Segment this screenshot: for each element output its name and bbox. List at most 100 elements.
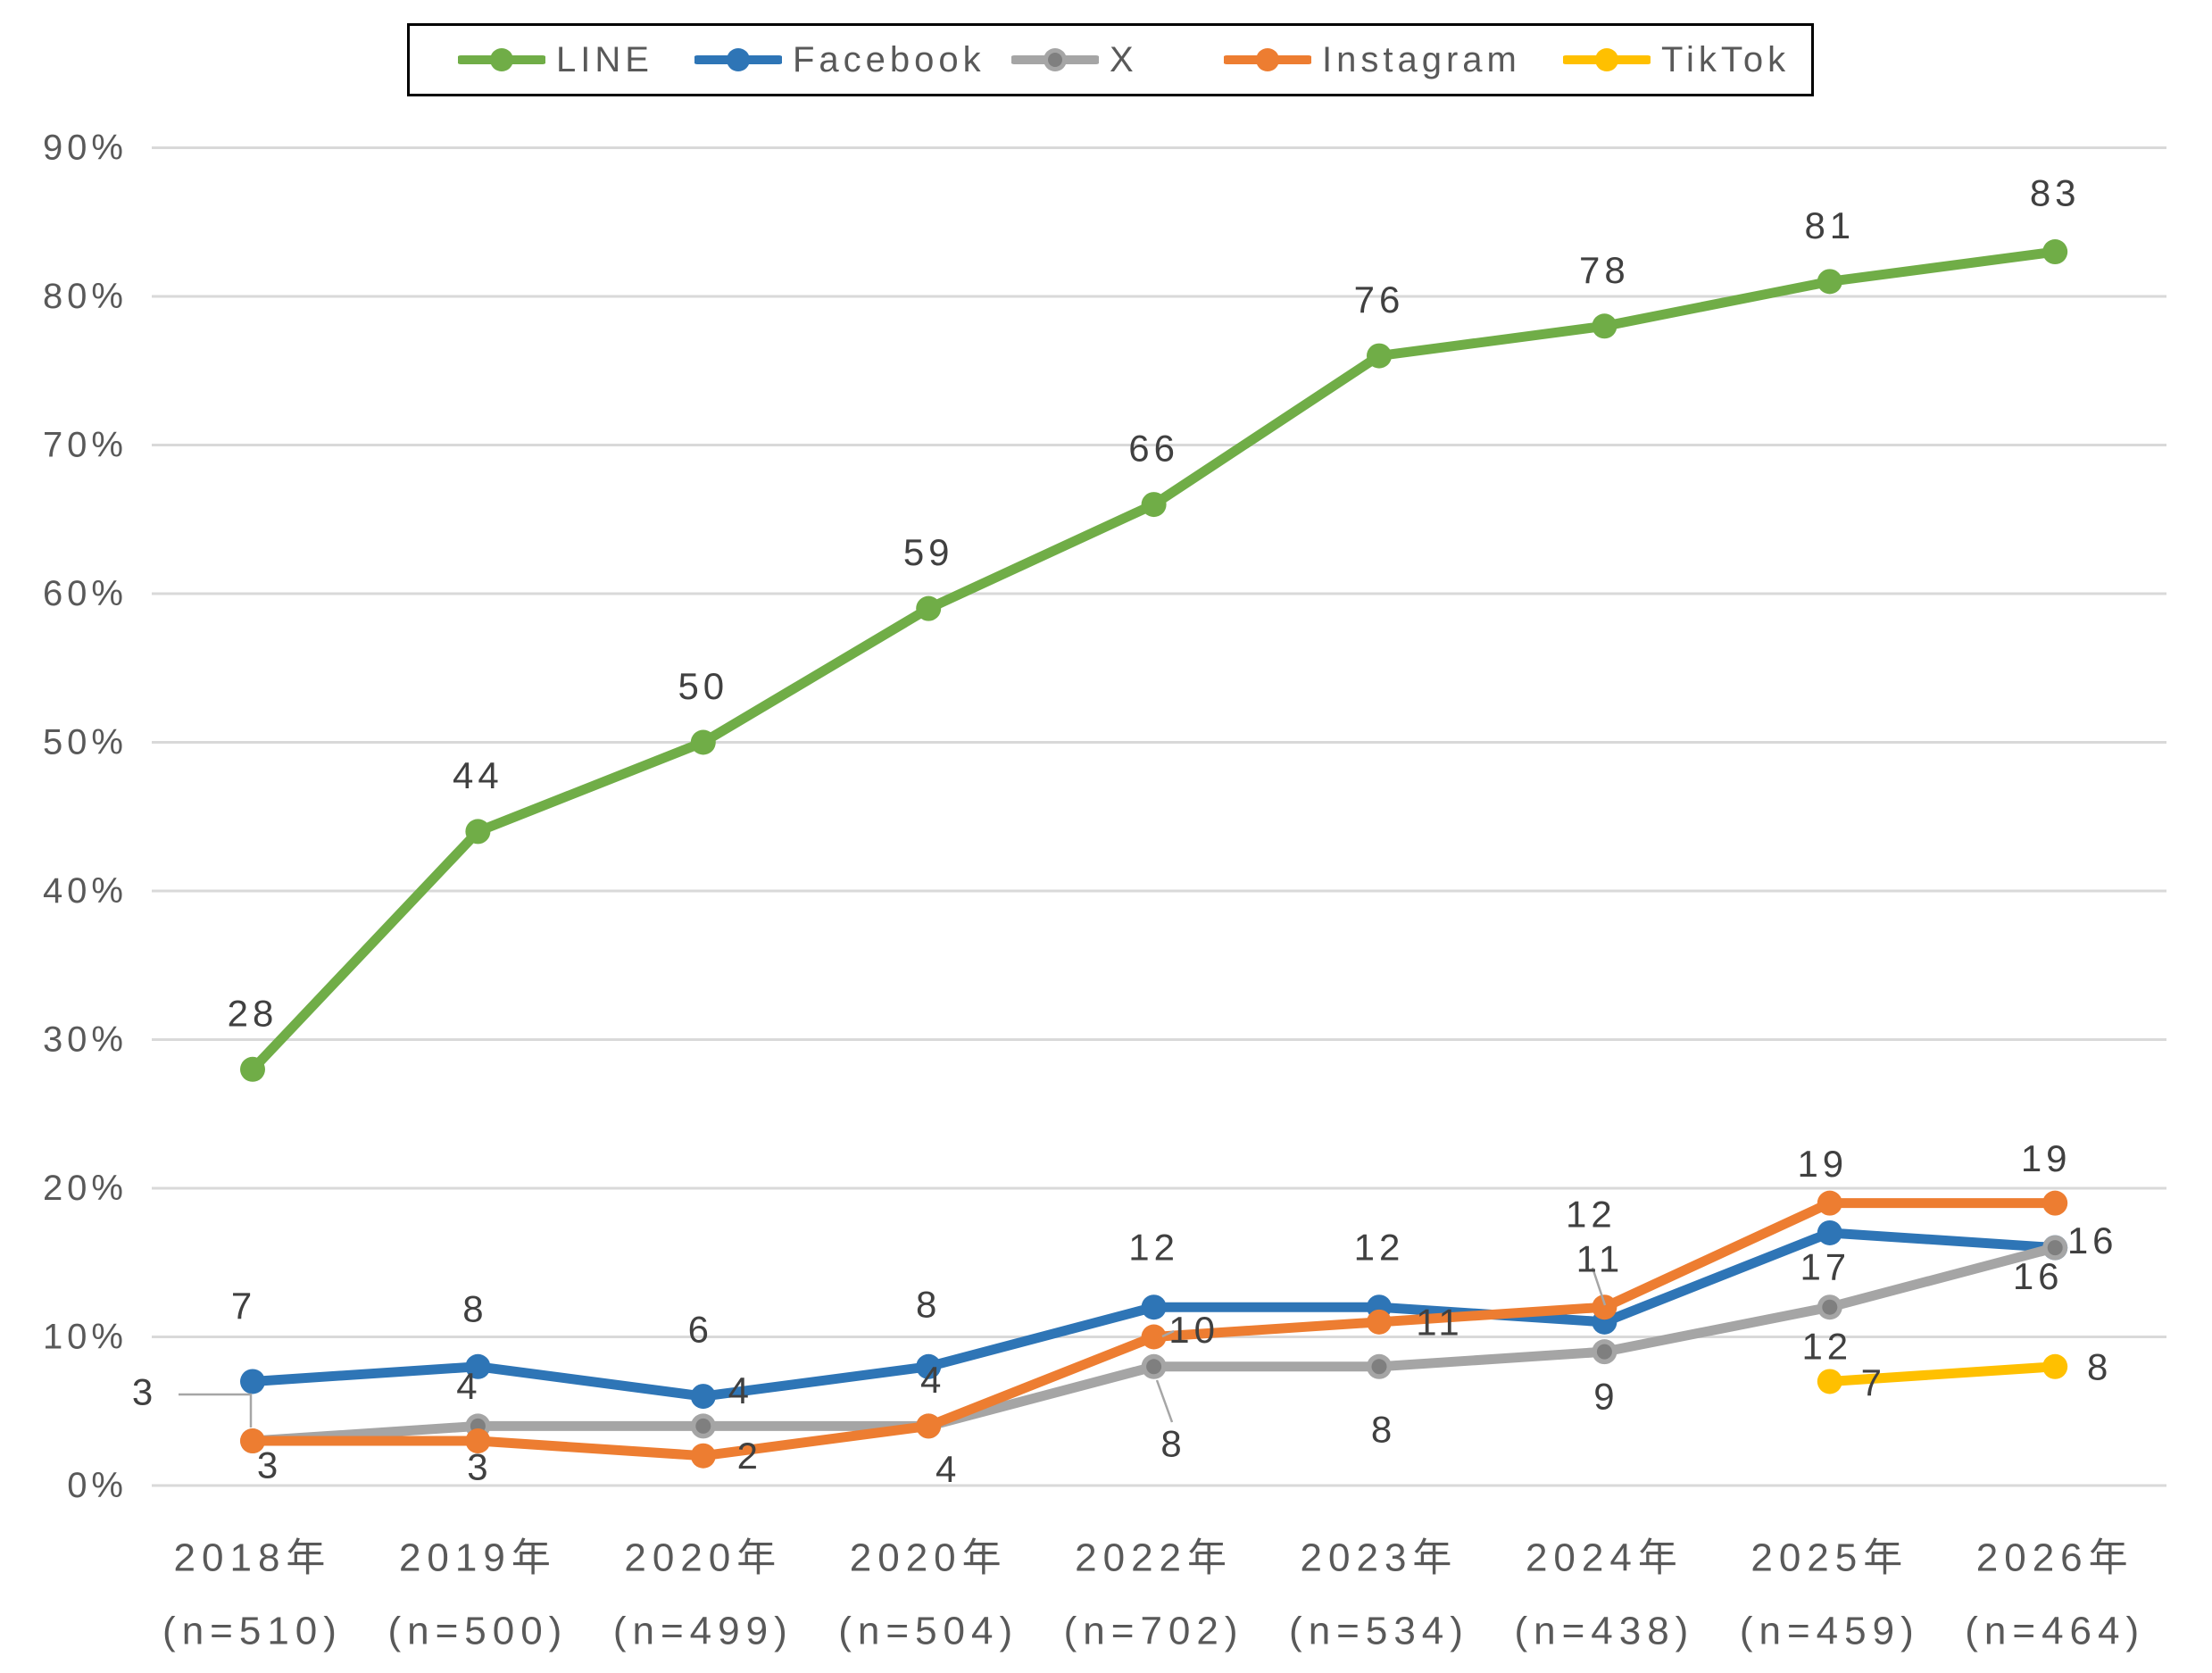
x-axis-n-label: (n=510): [162, 1610, 343, 1653]
data-label-Facebook: 7: [231, 1285, 256, 1327]
x-axis-year-label: 2019年: [399, 1536, 557, 1580]
line-series-marker-icon: [1563, 48, 1651, 71]
x-axis-n-label: (n=504): [838, 1610, 1019, 1653]
data-point-Facebook: [1817, 1219, 1842, 1245]
x-axis-year-label: 2022年: [1075, 1536, 1233, 1580]
x-axis-n-label: (n=702): [1064, 1610, 1244, 1653]
data-label-Instagram: 3: [467, 1446, 492, 1488]
x-axis-n-label: (n=499): [613, 1610, 794, 1653]
chart-legend: LINE Facebook X Instagram TikTok: [407, 23, 1814, 96]
data-label-Facebook: 12: [1354, 1227, 1405, 1269]
data-label-Instagram: 3: [257, 1444, 282, 1486]
data-label-Facebook: 16: [2013, 1255, 2064, 1297]
data-label-Facebook: 17: [1800, 1245, 1850, 1287]
x-axis-n-label: (n=459): [1740, 1610, 1920, 1653]
data-label-LINE: 28: [228, 992, 279, 1034]
data-label-Instagram: 12: [1566, 1194, 1617, 1236]
data-point-LINE: [2042, 239, 2068, 265]
label-leader-line: [179, 1393, 253, 1427]
legend-item-tiktok: TikTok: [1563, 26, 1790, 94]
data-point-Instagram: [465, 1428, 491, 1454]
data-label-LINE: 83: [2030, 172, 2081, 214]
legend-label: Facebook: [793, 39, 985, 79]
data-label-X: 4: [456, 1365, 481, 1407]
data-point-Facebook: [465, 1353, 491, 1379]
label-leader-line: [1155, 1379, 1174, 1423]
y-axis-tick-label: 70%: [43, 426, 128, 465]
data-label-LINE: 76: [1354, 279, 1405, 320]
data-label-Facebook: 8: [462, 1287, 487, 1329]
label-leader-line: [1591, 1267, 1607, 1306]
data-label-Facebook: 12: [1128, 1227, 1179, 1269]
data-label-X: 8: [1371, 1408, 1396, 1450]
data-point-Instagram: [240, 1428, 265, 1454]
line-series-marker-icon: [458, 48, 545, 71]
y-axis-tick-label: 50%: [43, 723, 128, 762]
data-label-LINE: 44: [453, 754, 503, 796]
data-label-X: 8: [1160, 1422, 1185, 1464]
data-point-LINE: [1367, 343, 1392, 369]
data-label-LINE: 81: [1804, 204, 1855, 246]
x-axis-year-label: 2023年: [1301, 1536, 1459, 1580]
data-label-TikTok: 8: [2087, 1345, 2112, 1387]
data-point-center-X: [1596, 1344, 1612, 1360]
x-axis-n-label: (n=464): [1965, 1610, 2145, 1653]
data-point-LINE: [1592, 313, 1617, 339]
data-label-Facebook: 6: [688, 1309, 713, 1351]
data-point-center-X: [1371, 1359, 1387, 1375]
data-point-LINE: [465, 819, 491, 845]
x-axis-year-label: 2024年: [1526, 1536, 1684, 1580]
data-point-LINE: [916, 595, 942, 621]
data-point-center-X: [1822, 1299, 1838, 1315]
legend-label: X: [1110, 39, 1138, 79]
data-label-X: 12: [1801, 1326, 1852, 1368]
legend-label: LINE: [556, 39, 653, 79]
legend-label: Instagram: [1322, 39, 1521, 79]
x-axis-year-label: 2025年: [1750, 1536, 1908, 1580]
data-point-Facebook: [1141, 1294, 1167, 1320]
legend-label: TikTok: [1661, 39, 1791, 79]
data-point-Facebook: [916, 1353, 942, 1379]
data-point-center-X: [695, 1418, 711, 1434]
data-point-Instagram: [1817, 1190, 1842, 1216]
x-axis-year-label: 2020年: [850, 1536, 1008, 1580]
data-label-TikTok: 7: [1861, 1361, 1886, 1403]
x-axis-year-label: 2018年: [174, 1536, 332, 1580]
x-axis-n-label: (n=500): [387, 1610, 568, 1653]
label-leader-line: [1161, 1329, 1175, 1338]
data-point-LINE: [690, 729, 716, 755]
series-LINE: [240, 239, 2068, 1082]
data-point-TikTok: [1817, 1369, 1842, 1394]
x-axis-year-label: 2020年: [624, 1536, 782, 1580]
data-label-Instagram: 4: [936, 1448, 960, 1490]
data-label-LINE: 50: [678, 665, 728, 707]
data-label-Facebook: 11: [1576, 1237, 1625, 1279]
data-point-Instagram: [2042, 1190, 2068, 1216]
x-axis-n-label: (n=534): [1289, 1610, 1469, 1653]
data-label-Instagram: 19: [1797, 1143, 1848, 1185]
data-label-X: 4: [920, 1359, 945, 1401]
y-axis-tick-label: 60%: [43, 574, 128, 613]
data-label-X: 9: [1593, 1376, 1618, 1418]
y-axis-tick-label: 10%: [43, 1318, 128, 1357]
data-label-LINE: 78: [1579, 249, 1630, 291]
data-label-LINE: 59: [903, 531, 954, 573]
data-point-Instagram: [916, 1413, 942, 1439]
data-label-Instagram: 11: [1416, 1301, 1464, 1343]
series-line-LINE: [247, 246, 2060, 1075]
legend-item-facebook: Facebook: [694, 26, 985, 94]
data-point-Instagram: [1367, 1309, 1392, 1335]
data-label-Facebook: 8: [916, 1283, 941, 1325]
line-series-marker-icon: [1224, 48, 1311, 71]
legend-item-x: X: [1011, 26, 1138, 94]
line-series-marker-icon: [1011, 48, 1099, 71]
data-label-X: 16: [2067, 1219, 2118, 1261]
data-label-Instagram: 19: [2021, 1137, 2072, 1179]
x-axis-year-label: 2026年: [1976, 1536, 2134, 1580]
line-series-marker-icon: [694, 48, 782, 71]
legend-item-line: LINE: [458, 26, 653, 94]
data-point-LINE: [240, 1056, 265, 1082]
data-point-TikTok: [2042, 1353, 2068, 1379]
